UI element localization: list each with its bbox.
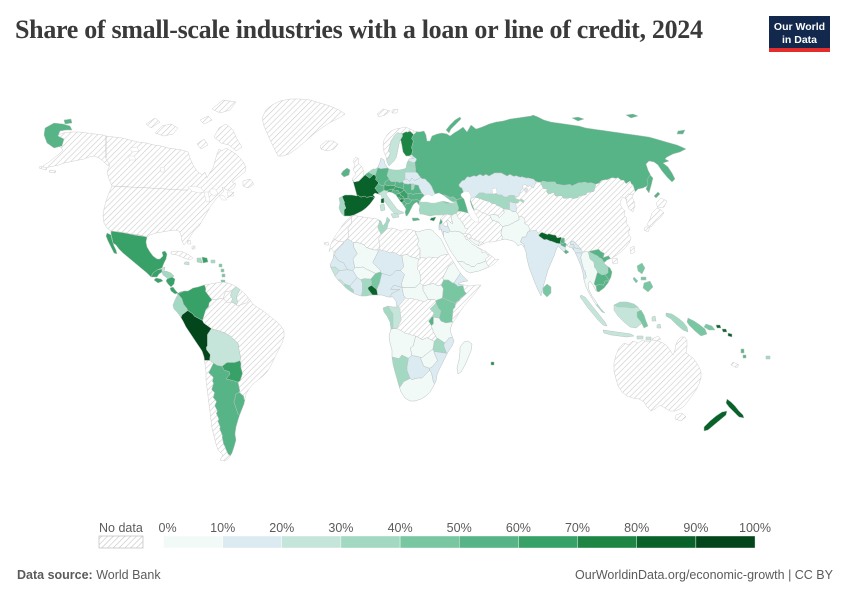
svg-text:0%: 0% bbox=[159, 521, 177, 535]
svg-text:80%: 80% bbox=[624, 521, 649, 535]
svg-text:10%: 10% bbox=[210, 521, 235, 535]
svg-text:50%: 50% bbox=[447, 521, 472, 535]
svg-text:100%: 100% bbox=[739, 521, 771, 535]
svg-text:90%: 90% bbox=[683, 521, 708, 535]
svg-text:40%: 40% bbox=[388, 521, 413, 535]
svg-text:20%: 20% bbox=[269, 521, 294, 535]
svg-text:30%: 30% bbox=[328, 521, 353, 535]
svg-text:60%: 60% bbox=[506, 521, 531, 535]
svg-text:70%: 70% bbox=[565, 521, 590, 535]
svg-text:No data: No data bbox=[99, 521, 143, 535]
